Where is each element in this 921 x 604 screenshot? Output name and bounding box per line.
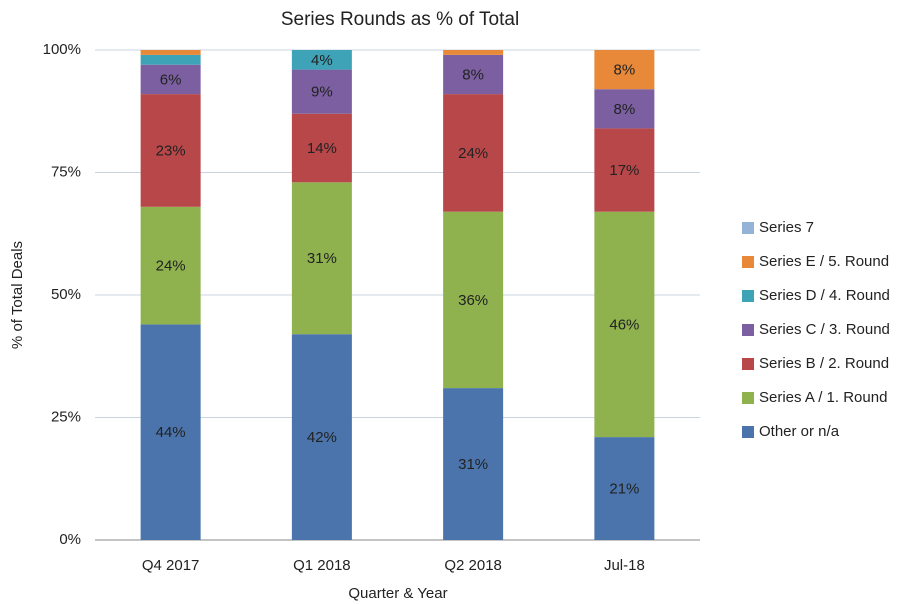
bar-segment [140,324,201,540]
data-label: 8% [614,62,636,79]
legend-swatch [742,222,754,234]
legend-swatch [742,324,754,336]
data-label: 44% [156,424,186,441]
legend-swatch [742,256,754,268]
legend-swatch [742,392,754,404]
bar-segment [443,54,504,95]
data-label: 24% [458,145,488,162]
bar-segment [594,50,655,90]
bar-segment [291,113,352,183]
data-label: 17% [609,162,639,179]
data-label: 8% [462,66,484,83]
legend-label: Series E / 5. Round [759,253,889,270]
bar-segment [594,128,655,212]
y-tick-label: 100% [43,41,81,58]
x-axis-label: Quarter & Year [348,585,447,602]
data-label: 4% [311,52,333,69]
y-tick-label: 25% [51,408,81,425]
legend-swatch [742,426,754,438]
bar-segment [140,94,201,207]
bar-segment [443,388,504,540]
legend-swatch [742,358,754,370]
data-label: 31% [307,250,337,267]
bar-segment [594,437,655,540]
bar-segment [594,211,655,438]
bar-segment [443,94,504,212]
legend-label: Series C / 3. Round [759,321,890,338]
bar-segment [291,50,352,70]
bar-segment [140,54,201,65]
bar-segment [291,182,352,335]
x-tick-label: Q2 2018 [444,557,502,574]
data-label: 24% [156,258,186,275]
bar-segment [291,69,352,114]
data-label: 31% [458,456,488,473]
x-tick-label: Q4 2017 [142,557,200,574]
data-label: 6% [160,71,182,88]
bar-segment [140,64,201,95]
bar-segment [594,89,655,129]
legend-swatch [742,290,754,302]
legend-label: Series D / 4. Round [759,287,890,304]
data-label: 36% [458,292,488,309]
chart-title: Series Rounds as % of Total [281,9,519,30]
y-tick-label: 75% [51,163,81,180]
data-label: 8% [614,101,636,118]
data-label: 23% [156,142,186,159]
data-label: 42% [307,429,337,446]
bar-segment [443,50,504,55]
legend-label: Series 7 [759,219,814,236]
data-label: 9% [311,84,333,101]
data-label: 14% [307,140,337,157]
bar-segment [443,211,504,389]
y-tick-label: 50% [51,286,81,303]
bar-segment [140,50,201,55]
y-tick-label: 0% [59,531,81,548]
data-label: 46% [609,316,639,333]
data-label: 21% [609,481,639,498]
legend-label: Series B / 2. Round [759,355,889,372]
x-tick-label: Jul-18 [604,557,645,574]
bar-segment [291,334,352,540]
y-axis-label: % of Total Deals [9,241,26,349]
x-tick-label: Q1 2018 [293,557,351,574]
legend-label: Other or n/a [759,423,840,440]
legend-label: Series A / 1. Round [759,389,887,406]
bar-segment [140,206,201,325]
